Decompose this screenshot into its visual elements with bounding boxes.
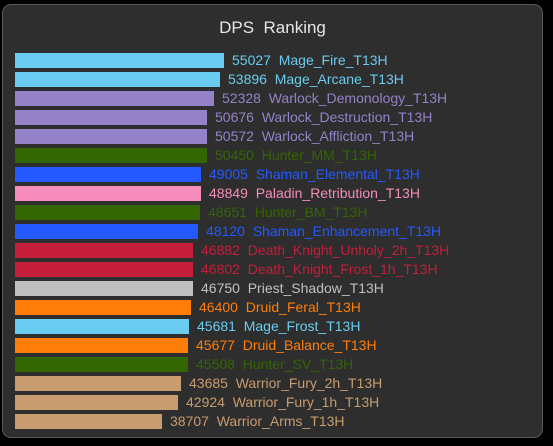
bar-label: 48849 Paladin_Retribution_T13H — [209, 185, 420, 201]
bar-paladin-retribution-t13h — [15, 186, 201, 201]
bar-shaman-enhancement-t13h — [15, 224, 198, 239]
bar-label: 43685 Warrior_Fury_2h_T13H — [189, 375, 383, 391]
bar-label: 42924 Warrior_Fury_1h_T13H — [186, 394, 380, 410]
bar-mage-arcane-t13h — [15, 72, 220, 87]
bar-warrior-fury-1h-t13h — [15, 395, 178, 410]
bar-hunter-mm-t13h — [15, 148, 207, 163]
bar-label: 55027 Mage_Fire_T13H — [232, 52, 388, 68]
bar-label: 46802 Death_Knight_Frost_1h_T13H — [201, 261, 438, 277]
bar-label: 38707 Warrior_Arms_T13H — [170, 413, 345, 429]
bar-label: 46882 Death_Knight_Unholy_2h_T13H — [201, 242, 450, 258]
chart-title: DPS Ranking — [219, 18, 326, 37]
bar-label: 45681 Mage_Frost_T13H — [197, 318, 361, 334]
bar-mage-frost-t13h — [15, 319, 189, 334]
bar-label: 45508 Hunter_SV_T13H — [196, 356, 354, 372]
bar-warlock-affliction-t13h — [15, 129, 207, 144]
bar-druid-balance-t13h — [15, 338, 188, 353]
bar-label: 48651 Hunter_BM_T13H — [208, 204, 368, 220]
bar-shaman-elemental-t13h — [15, 167, 201, 182]
bar-warrior-arms-t13h — [15, 414, 162, 429]
bar-warlock-destruction-t13h — [15, 110, 207, 125]
bar-rows: 55027 Mage_Fire_T13H 53896 Mage_Arcane_T1… — [3, 5, 542, 437]
bar-label: 50450 Hunter_MM_T13H — [215, 147, 377, 163]
bar-label: 46750 Priest_Shadow_T13H — [201, 280, 384, 296]
bar-death-knight-unholy-2h-t13h — [15, 243, 193, 258]
chart-panel: DPS Ranking 55027 Mage_Fire_T13H 53896 Ma… — [2, 4, 543, 438]
bar-death-knight-frost-1h-t13h — [15, 262, 193, 277]
bar-label: 52328 Warlock_Demonology_T13H — [222, 90, 448, 106]
bar-warrior-fury-2h-t13h — [15, 376, 181, 391]
bar-label: 48120 Shaman_Enhancement_T13H — [206, 223, 442, 239]
bar-hunter-bm-t13h — [15, 205, 200, 220]
bar-hunter-sv-t13h — [15, 357, 188, 372]
bar-label: 46400 Druid_Feral_T13H — [199, 299, 361, 315]
bar-label: 53896 Mage_Arcane_T13H — [228, 71, 404, 87]
bar-warlock-demonology-t13h — [15, 91, 214, 106]
bar-priest-shadow-t13h — [15, 281, 193, 296]
bar-label: 50572 Warlock_Affliction_T13H — [215, 128, 415, 144]
bar-mage-fire-t13h — [15, 53, 224, 68]
bar-label: 45677 Druid_Balance_T13H — [196, 337, 377, 353]
bar-druid-feral-t13h — [15, 300, 191, 315]
bar-label: 49005 Shaman_Elemental_T13H — [209, 166, 420, 182]
bar-label: 50676 Warlock_Destruction_T13H — [215, 109, 433, 125]
